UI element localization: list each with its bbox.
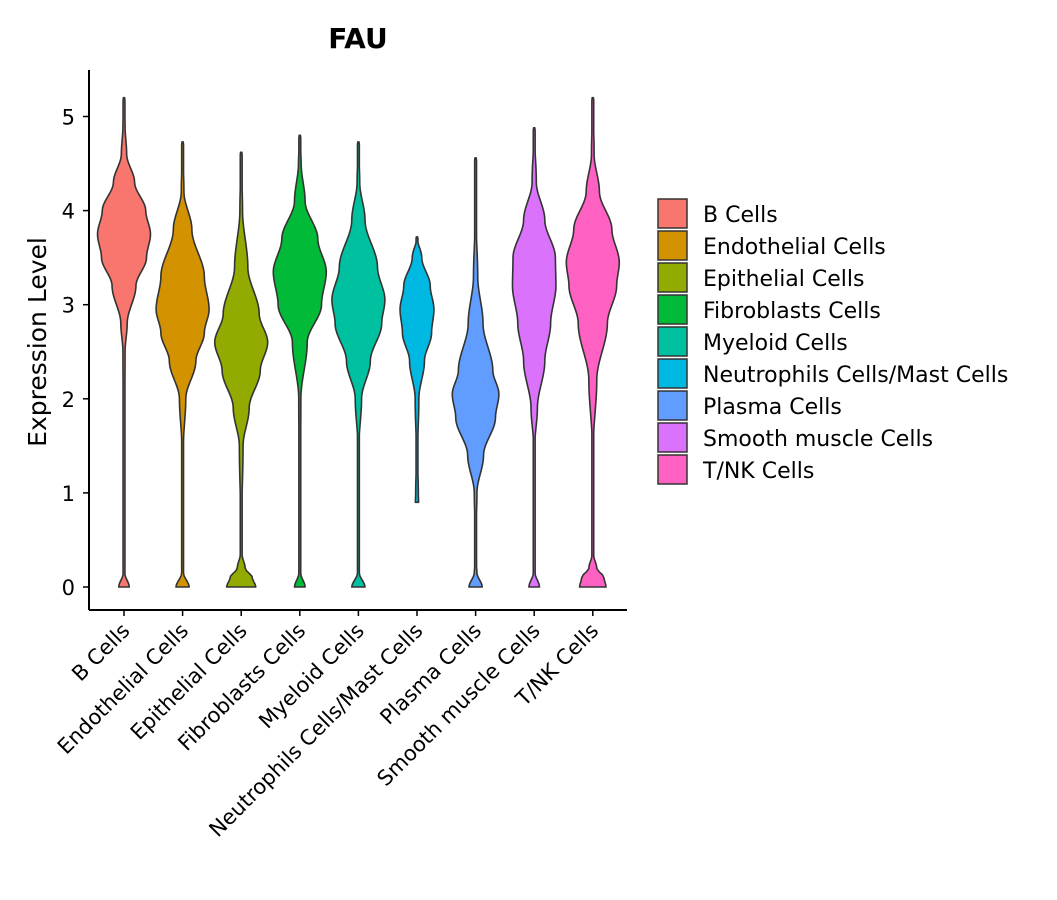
x-tick-label: Neutrophils Cells/Mast Cells: [204, 619, 427, 842]
legend: B Cells Endothelial Cells Epithelial Cells…: [657, 198, 1008, 485]
legend-swatch: [657, 390, 688, 421]
violin-8: [511, 126, 557, 588]
legend-swatch: [657, 230, 688, 261]
legend-label: Smooth muscle Cells: [703, 427, 933, 452]
legend-label: Endothelial Cells: [703, 235, 886, 260]
y-tick-label: 1: [62, 482, 75, 506]
violins-group: [96, 96, 621, 588]
y-tick-label: 5: [62, 106, 75, 130]
legend-swatch: [657, 326, 688, 357]
legend-label: T/NK Cells: [702, 459, 814, 484]
violin-6: [399, 236, 435, 504]
violin-3: [213, 151, 269, 588]
legend-label: Neutrophils Cells/Mast Cells: [703, 363, 1008, 388]
legend-swatch: [657, 198, 688, 229]
x-tick-label: Plasma Cells: [375, 619, 486, 730]
violin-5: [331, 141, 386, 588]
violin-9: [565, 96, 621, 588]
y-axis-title: Expression Level: [23, 237, 52, 447]
y-tick-label: 3: [62, 294, 75, 318]
chart-title: FAU: [328, 22, 387, 55]
y-tick-label: 4: [62, 200, 75, 224]
legend-label: Plasma Cells: [703, 395, 842, 420]
violin-4: [272, 134, 328, 588]
legend-swatch: [657, 294, 688, 325]
y-tick-label: 2: [62, 388, 75, 412]
legend-label: Fibroblasts Cells: [703, 299, 881, 324]
legend-swatch: [657, 422, 688, 453]
violin-1: [96, 96, 152, 588]
violin-2: [155, 141, 210, 588]
legend-label: B Cells: [703, 203, 778, 228]
violin-7: [451, 157, 500, 588]
y-tick-label: 0: [62, 576, 75, 600]
x-tick-label: Myeloid Cells: [254, 619, 369, 734]
legend-label: Myeloid Cells: [703, 331, 848, 356]
legend-label: Epithelial Cells: [703, 267, 864, 292]
legend-swatch: [657, 358, 688, 389]
legend-swatch: [657, 454, 688, 485]
legend-swatch: [657, 262, 688, 293]
